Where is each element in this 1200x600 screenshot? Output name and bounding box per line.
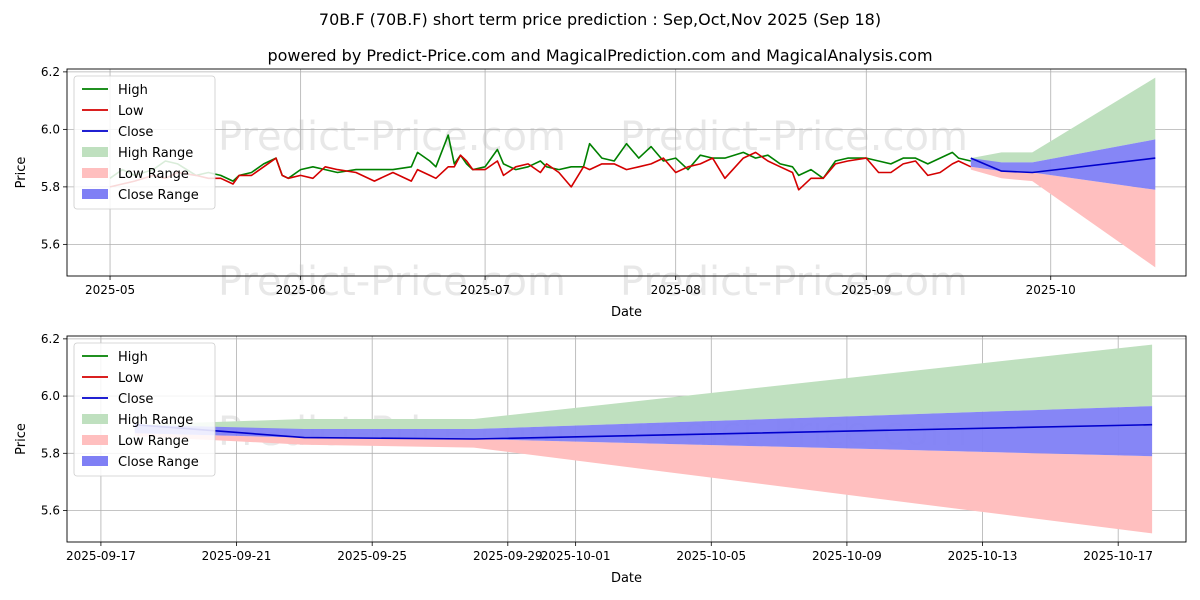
x-tick-label: 2025-10-17 xyxy=(1083,549,1153,563)
legend-label: High Range xyxy=(118,146,193,161)
y-tick-label: 6.2 xyxy=(41,65,60,79)
watermark-text: Predict-Price.com xyxy=(620,259,968,305)
low-range-band xyxy=(134,433,1153,534)
x-tick-label: 2025-10-13 xyxy=(948,549,1018,563)
x-tick-label: 2025-07 xyxy=(460,283,510,297)
low-series-line xyxy=(109,151,972,191)
legend-label: Close Range xyxy=(118,455,199,470)
y-tick-label: 6.0 xyxy=(41,389,60,403)
x-tick-label: 2025-10-05 xyxy=(676,549,746,563)
legend-label: High Range xyxy=(118,413,193,428)
y-axis-label: Price xyxy=(14,423,29,455)
x-tick-label: 2025-10 xyxy=(1026,283,1076,297)
x-tick-label: 2025-09-17 xyxy=(66,549,136,563)
legend-swatch-low-range xyxy=(82,435,108,445)
x-tick-label: 2025-09-25 xyxy=(337,549,407,563)
legend-swatch-low-range xyxy=(82,168,108,178)
high-range-band xyxy=(970,77,1156,164)
legend-label: Low xyxy=(118,371,144,386)
close-range-band xyxy=(970,139,1156,190)
x-tick-label: 2025-08 xyxy=(651,283,701,297)
grid-lines xyxy=(67,69,1186,276)
legend-label: Low Range xyxy=(118,434,189,449)
x-tick-label: 2025-10-01 xyxy=(541,549,611,563)
legend-swatch-close-range xyxy=(82,189,108,199)
watermark-text: Predict-Price.com xyxy=(620,114,968,160)
close-range-band xyxy=(134,406,1153,457)
close-series-line xyxy=(134,423,1153,440)
legend-swatch-high-range xyxy=(82,414,108,424)
legend: High Low Close High Range Low Range Close Ran… xyxy=(73,75,216,210)
x-tick-label: 2025-09 xyxy=(841,283,891,297)
x-tick-label: 2025-09-21 xyxy=(202,549,272,563)
x-axis-label: Date xyxy=(611,571,642,586)
x-tick-label: 2025-06 xyxy=(276,283,326,297)
legend-label: Low xyxy=(118,104,144,119)
legend-box xyxy=(73,75,216,210)
y-tick-label: 5.8 xyxy=(41,446,60,460)
close-series-line xyxy=(970,157,1156,174)
y-tick-label: 5.6 xyxy=(41,237,60,251)
legend-label: Close xyxy=(118,125,153,140)
legend-label: Close Range xyxy=(118,188,199,203)
legend-label: Close xyxy=(118,392,153,407)
chart-panel-2: Predict-Price.comPredict-Price.com2025-0… xyxy=(14,332,1187,586)
x-tick-label: 2025-05 xyxy=(85,283,135,297)
legend-label: Low Range xyxy=(118,167,189,182)
y-tick-label: 5.6 xyxy=(41,504,60,518)
chart-subtitle: powered by Predict-Price.com and Magical… xyxy=(267,46,933,65)
legend: High Low Close High Range Low Range Close Ran… xyxy=(73,342,216,477)
chart-title: 70B.F (70B.F) short term price predictio… xyxy=(318,10,882,29)
x-tick-label: 2025-09-29 xyxy=(473,549,543,563)
x-axis-label: Date xyxy=(611,305,642,320)
y-axis-label: Price xyxy=(14,157,29,189)
high-series-line xyxy=(109,134,971,182)
y-tick-label: 5.8 xyxy=(41,180,60,194)
plot-frame xyxy=(66,68,1187,277)
high-range-band xyxy=(134,344,1153,431)
watermark-text: Predict-Price.com xyxy=(218,259,566,305)
y-tick-label: 6.2 xyxy=(41,332,60,346)
legend-box xyxy=(73,342,216,477)
low-range-band xyxy=(970,166,1156,268)
legend-swatch-high-range xyxy=(82,147,108,157)
plot-frame xyxy=(66,335,1187,543)
chart-panel-1: Predict-Price.com Predict-Price.com Predic… xyxy=(14,65,1187,320)
plot-area xyxy=(109,77,1156,268)
x-tick-label: 2025-10-09 xyxy=(812,549,882,563)
watermark-text: Predict-Price.com xyxy=(218,114,566,160)
plot-area xyxy=(134,344,1153,534)
y-tick-label: 6.0 xyxy=(41,122,60,136)
legend-swatch-close-range xyxy=(82,456,108,466)
legend-label: High xyxy=(118,83,148,98)
legend-label: High xyxy=(118,350,148,365)
